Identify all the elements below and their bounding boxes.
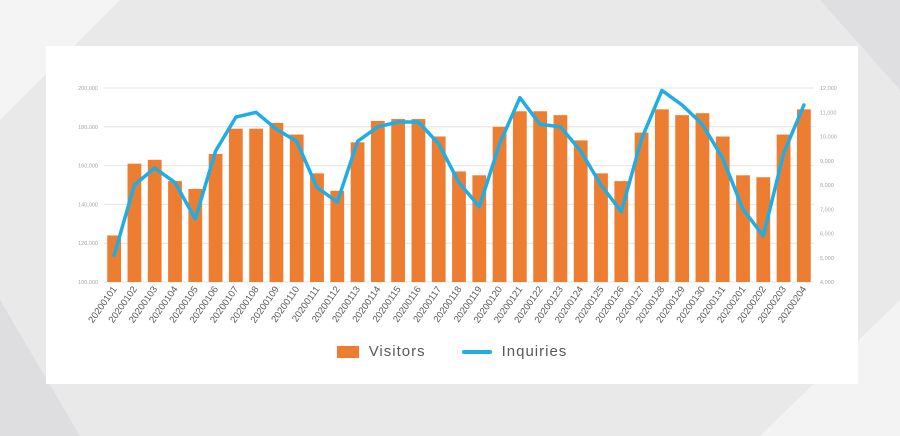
bar-visitors xyxy=(370,120,385,282)
bar-visitors xyxy=(715,136,730,282)
bar-visitors xyxy=(289,134,304,282)
bar-visitors xyxy=(512,111,527,282)
legend-label-inquiries: Inquiries xyxy=(501,343,568,360)
y-left-tick-label: 100,000 xyxy=(78,280,98,286)
bar-visitors xyxy=(350,142,365,282)
bar-visitors xyxy=(431,136,446,282)
bar-visitors xyxy=(654,109,669,282)
bar-visitors xyxy=(249,128,264,282)
y-right-tick-label: 6,000 xyxy=(820,232,834,238)
chart-card: 100,000 120,000 140,000 160,000 180,000 200,0… xyxy=(46,46,858,384)
y-right-tick-label: 11,000 xyxy=(820,110,836,116)
y-right-tick-label: 7,000 xyxy=(820,207,834,213)
bar-visitors xyxy=(269,122,284,282)
bar-visitors xyxy=(228,128,243,282)
visitors-swatch xyxy=(336,345,359,358)
bar-visitors xyxy=(168,181,182,282)
legend-item-inquiries[interactable]: Inquiries xyxy=(461,343,568,360)
inquiries-swatch xyxy=(461,349,492,354)
y-left-tick-label: 140,000 xyxy=(78,202,98,208)
y-right-tick-label: 5,000 xyxy=(820,256,834,262)
bar-visitors xyxy=(492,126,507,282)
combo-chart: 100,000 120,000 140,000 160,000 180,000 200,0… xyxy=(78,86,837,325)
bar-visitors xyxy=(736,175,750,282)
bar-visitors xyxy=(796,109,811,282)
bar-visitors xyxy=(553,115,568,282)
bar-visitors xyxy=(573,140,588,282)
legend-label-visitors: Visitors xyxy=(368,343,426,360)
legend-item-visitors[interactable]: Visitors xyxy=(336,343,426,360)
y-right-tick-label: 12,000 xyxy=(820,86,837,92)
y-left-tick-label: 200,000 xyxy=(78,86,98,92)
bar-visitors xyxy=(391,119,406,282)
bar-visitors xyxy=(695,113,710,282)
y-right-tick-label: 10,000 xyxy=(820,135,837,141)
bar-visitors xyxy=(411,119,426,282)
y-right-tick-label: 8,000 xyxy=(820,183,834,189)
chart-legend: Visitors Inquiries xyxy=(46,343,858,360)
bar-visitors xyxy=(147,159,162,282)
bar-visitors xyxy=(675,115,690,282)
y-right-tick-label: 4,000 xyxy=(820,280,834,286)
bar-visitors xyxy=(533,111,548,282)
y-right-tick-label: 9,000 xyxy=(820,159,834,165)
bar-visitors xyxy=(452,171,466,282)
bar-visitors xyxy=(634,132,649,282)
line-inquiries xyxy=(112,88,806,258)
bar-visitors xyxy=(330,190,345,282)
bar-visitors xyxy=(594,173,608,282)
y-left-tick-label: 180,000 xyxy=(78,125,98,131)
bar-visitors xyxy=(310,173,324,282)
y-left-tick-label: 160,000 xyxy=(78,164,98,170)
y-left-tick-label: 120,000 xyxy=(78,241,98,247)
bar-visitors xyxy=(208,153,223,282)
